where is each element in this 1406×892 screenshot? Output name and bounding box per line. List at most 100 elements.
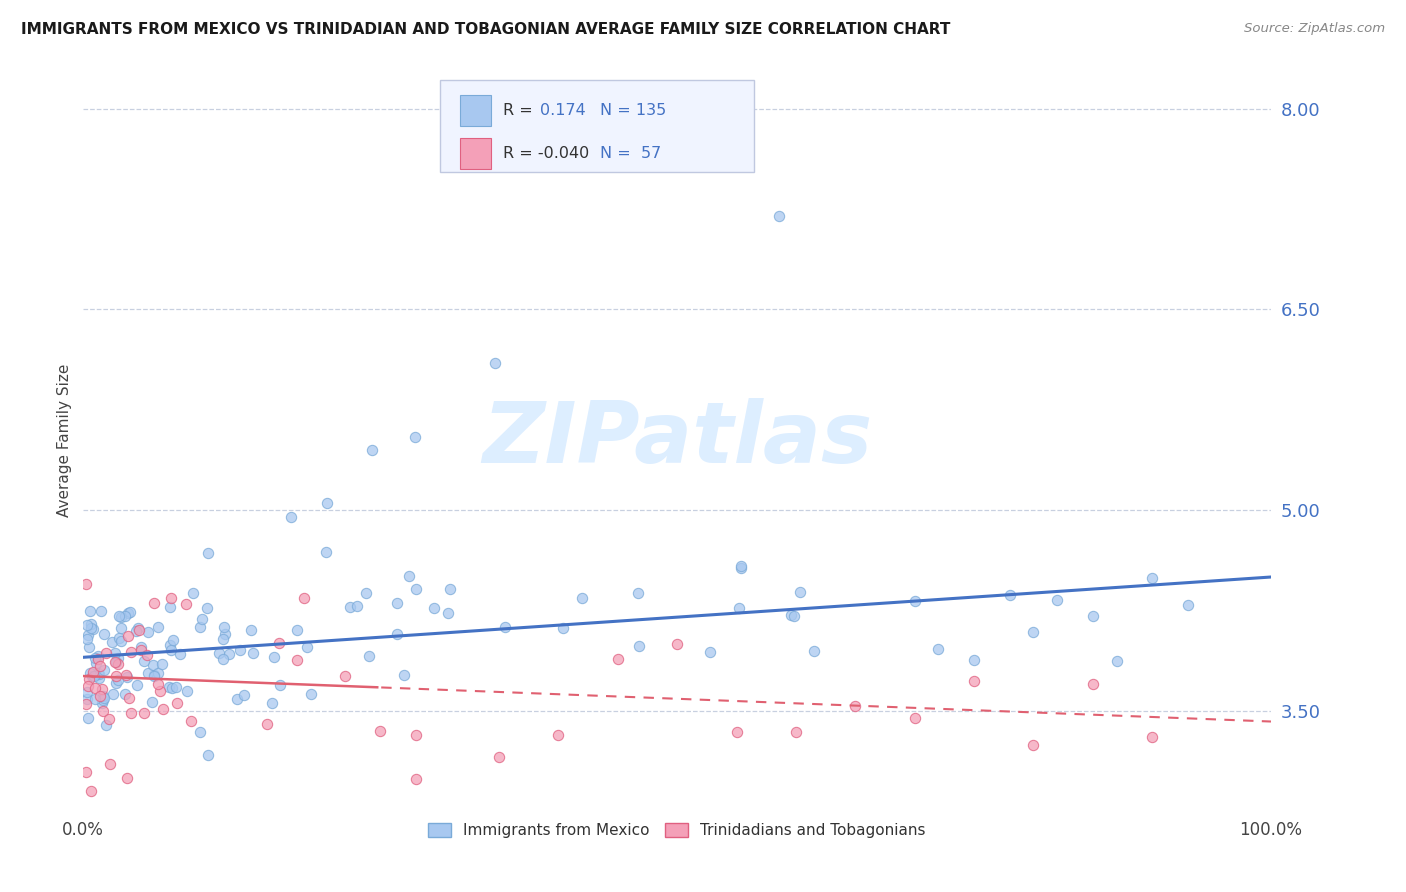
Point (118, 605, 141, 619)
Point (152, 701, 174, 715)
Point (262, 696, 284, 710)
Point (159, 591, 181, 606)
Point (294, 591, 316, 605)
Point (188, 724, 211, 739)
Point (100, 635, 122, 649)
Point (105, 676, 128, 690)
Point (803, 643, 825, 657)
Point (165, 680, 187, 694)
Point (242, 646, 264, 660)
Point (484, 356, 506, 370)
Point (782, 608, 804, 623)
Point (927, 642, 949, 657)
Point (129, 640, 152, 655)
Point (115, 668, 138, 682)
Point (160, 681, 183, 695)
Point (143, 668, 166, 682)
Point (226, 692, 249, 706)
Point (398, 569, 420, 583)
Point (89, 689, 111, 703)
Point (103, 688, 125, 702)
Point (191, 612, 214, 626)
Point (115, 771, 138, 785)
Point (1140, 571, 1163, 585)
Point (82, 668, 104, 682)
Point (107, 632, 129, 646)
Point (263, 650, 285, 665)
Point (239, 623, 262, 637)
Point (107, 657, 129, 672)
Point (79, 617, 101, 632)
Point (1140, 730, 1163, 744)
Point (149, 683, 172, 698)
Point (159, 643, 181, 657)
Point (422, 600, 444, 615)
Point (91, 689, 114, 703)
Point (280, 509, 302, 524)
Point (91, 693, 114, 707)
Point (1081, 677, 1104, 691)
Point (76, 632, 98, 647)
Point (82, 622, 104, 636)
Point (132, 706, 155, 720)
Bar (460, 137, 491, 169)
Point (157, 680, 180, 694)
Point (159, 638, 181, 652)
Point (110, 634, 132, 648)
Point (218, 648, 240, 662)
Point (488, 750, 510, 764)
Point (181, 585, 204, 599)
Text: R = -0.040: R = -0.040 (502, 146, 589, 161)
Point (79, 604, 101, 618)
Point (180, 714, 202, 728)
Point (110, 610, 132, 624)
Point (77, 640, 100, 654)
Point (75, 576, 97, 591)
Point (105, 655, 128, 669)
Point (547, 729, 569, 743)
Point (214, 626, 236, 640)
Point (727, 601, 749, 615)
Point (76, 711, 98, 725)
Point (115, 670, 138, 684)
Point (405, 728, 427, 742)
Point (361, 442, 384, 457)
Point (93, 691, 115, 706)
Point (120, 645, 142, 659)
Point (104, 669, 127, 683)
Point (110, 622, 132, 636)
Point (553, 621, 575, 635)
Point (89, 659, 111, 673)
Point (76, 685, 98, 699)
Point (285, 653, 308, 667)
Point (315, 545, 337, 559)
Point (118, 690, 141, 705)
Point (405, 772, 427, 786)
Point (132, 654, 155, 668)
Point (162, 632, 184, 647)
Point (212, 632, 235, 646)
Point (125, 678, 148, 692)
Point (120, 706, 142, 721)
Point (699, 645, 721, 659)
Point (176, 684, 198, 698)
Point (166, 696, 188, 710)
Text: N =  57: N = 57 (600, 146, 661, 161)
Point (136, 666, 159, 681)
Point (98, 757, 121, 772)
Point (437, 606, 460, 620)
Point (963, 653, 986, 667)
Text: Source: ZipAtlas.com: Source: ZipAtlas.com (1244, 22, 1385, 36)
Point (439, 582, 461, 597)
Y-axis label: Average Family Size: Average Family Size (58, 363, 72, 516)
Point (904, 711, 927, 725)
Point (295, 640, 318, 654)
Point (107, 609, 129, 624)
Point (1022, 624, 1045, 639)
Point (197, 546, 219, 560)
Point (256, 716, 278, 731)
Point (84, 650, 107, 665)
Point (232, 689, 254, 703)
Point (1081, 608, 1104, 623)
Point (83, 669, 105, 683)
